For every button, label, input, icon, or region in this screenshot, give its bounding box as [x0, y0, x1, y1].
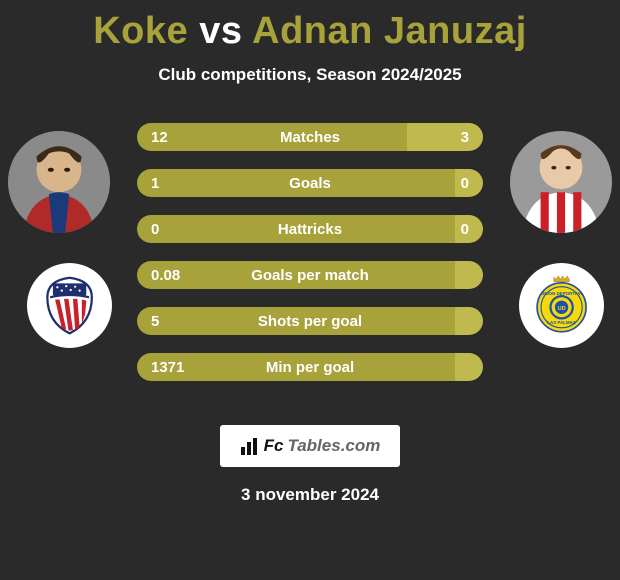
- stat-right-seg: [455, 353, 483, 381]
- fctables-badge[interactable]: FcTables.com: [220, 425, 400, 467]
- stat-right-seg: 0: [455, 215, 483, 243]
- stat-left-value: 5: [151, 313, 159, 330]
- stat-right-seg: 0: [455, 169, 483, 197]
- stat-right-seg: [455, 261, 483, 289]
- stat-row: 1371Min per goal: [137, 353, 483, 381]
- stat-right-seg: 3: [407, 123, 483, 151]
- club2-crest: UNION DEPORTIVA LAS PALMAS UD: [519, 263, 604, 348]
- stat-left-seg: 0.08: [137, 261, 455, 289]
- stat-left-seg: 1: [137, 169, 455, 197]
- stat-left-seg: 12: [137, 123, 407, 151]
- stat-row: 00Hattricks: [137, 215, 483, 243]
- player1-avatar: [8, 131, 110, 233]
- stat-left-value: 12: [151, 129, 168, 146]
- stat-row: 5Shots per goal: [137, 307, 483, 335]
- stat-left-value: 1: [151, 175, 159, 192]
- stat-right-value: 3: [461, 129, 469, 146]
- badge-text1: Fc: [264, 436, 284, 456]
- date-text: 3 november 2024: [0, 485, 620, 505]
- stat-left-value: 0: [151, 221, 159, 238]
- page-title: Koke vs Adnan Januzaj: [0, 0, 620, 53]
- stat-right-value: 0: [461, 175, 469, 192]
- player1-name: Koke: [93, 10, 188, 52]
- stat-bars: 123Matches10Goals00Hattricks0.08Goals pe…: [137, 123, 483, 399]
- stat-row: 0.08Goals per match: [137, 261, 483, 289]
- stat-right-seg: [455, 307, 483, 335]
- player2-name: Adnan Januzaj: [252, 10, 527, 52]
- stat-row: 10Goals: [137, 169, 483, 197]
- stat-left-value: 0.08: [151, 267, 180, 284]
- bars-icon: [240, 437, 260, 455]
- comparison-content: UNION DEPORTIVA LAS PALMAS UD 123Matches…: [0, 113, 620, 413]
- stat-left-seg: 1371: [137, 353, 455, 381]
- stat-left-value: 1371: [151, 359, 184, 376]
- stat-right-value: 0: [461, 221, 469, 238]
- club1-crest: [27, 263, 112, 348]
- stat-row: 123Matches: [137, 123, 483, 151]
- subtitle: Club competitions, Season 2024/2025: [0, 65, 620, 85]
- stat-left-seg: 0: [137, 215, 455, 243]
- svg-text:LAS PALMAS: LAS PALMAS: [547, 320, 576, 325]
- player2-avatar: [510, 131, 612, 233]
- svg-text:UD: UD: [557, 306, 565, 312]
- vs-text: vs: [199, 10, 242, 52]
- stat-left-seg: 5: [137, 307, 455, 335]
- badge-text2: Tables.com: [287, 436, 380, 456]
